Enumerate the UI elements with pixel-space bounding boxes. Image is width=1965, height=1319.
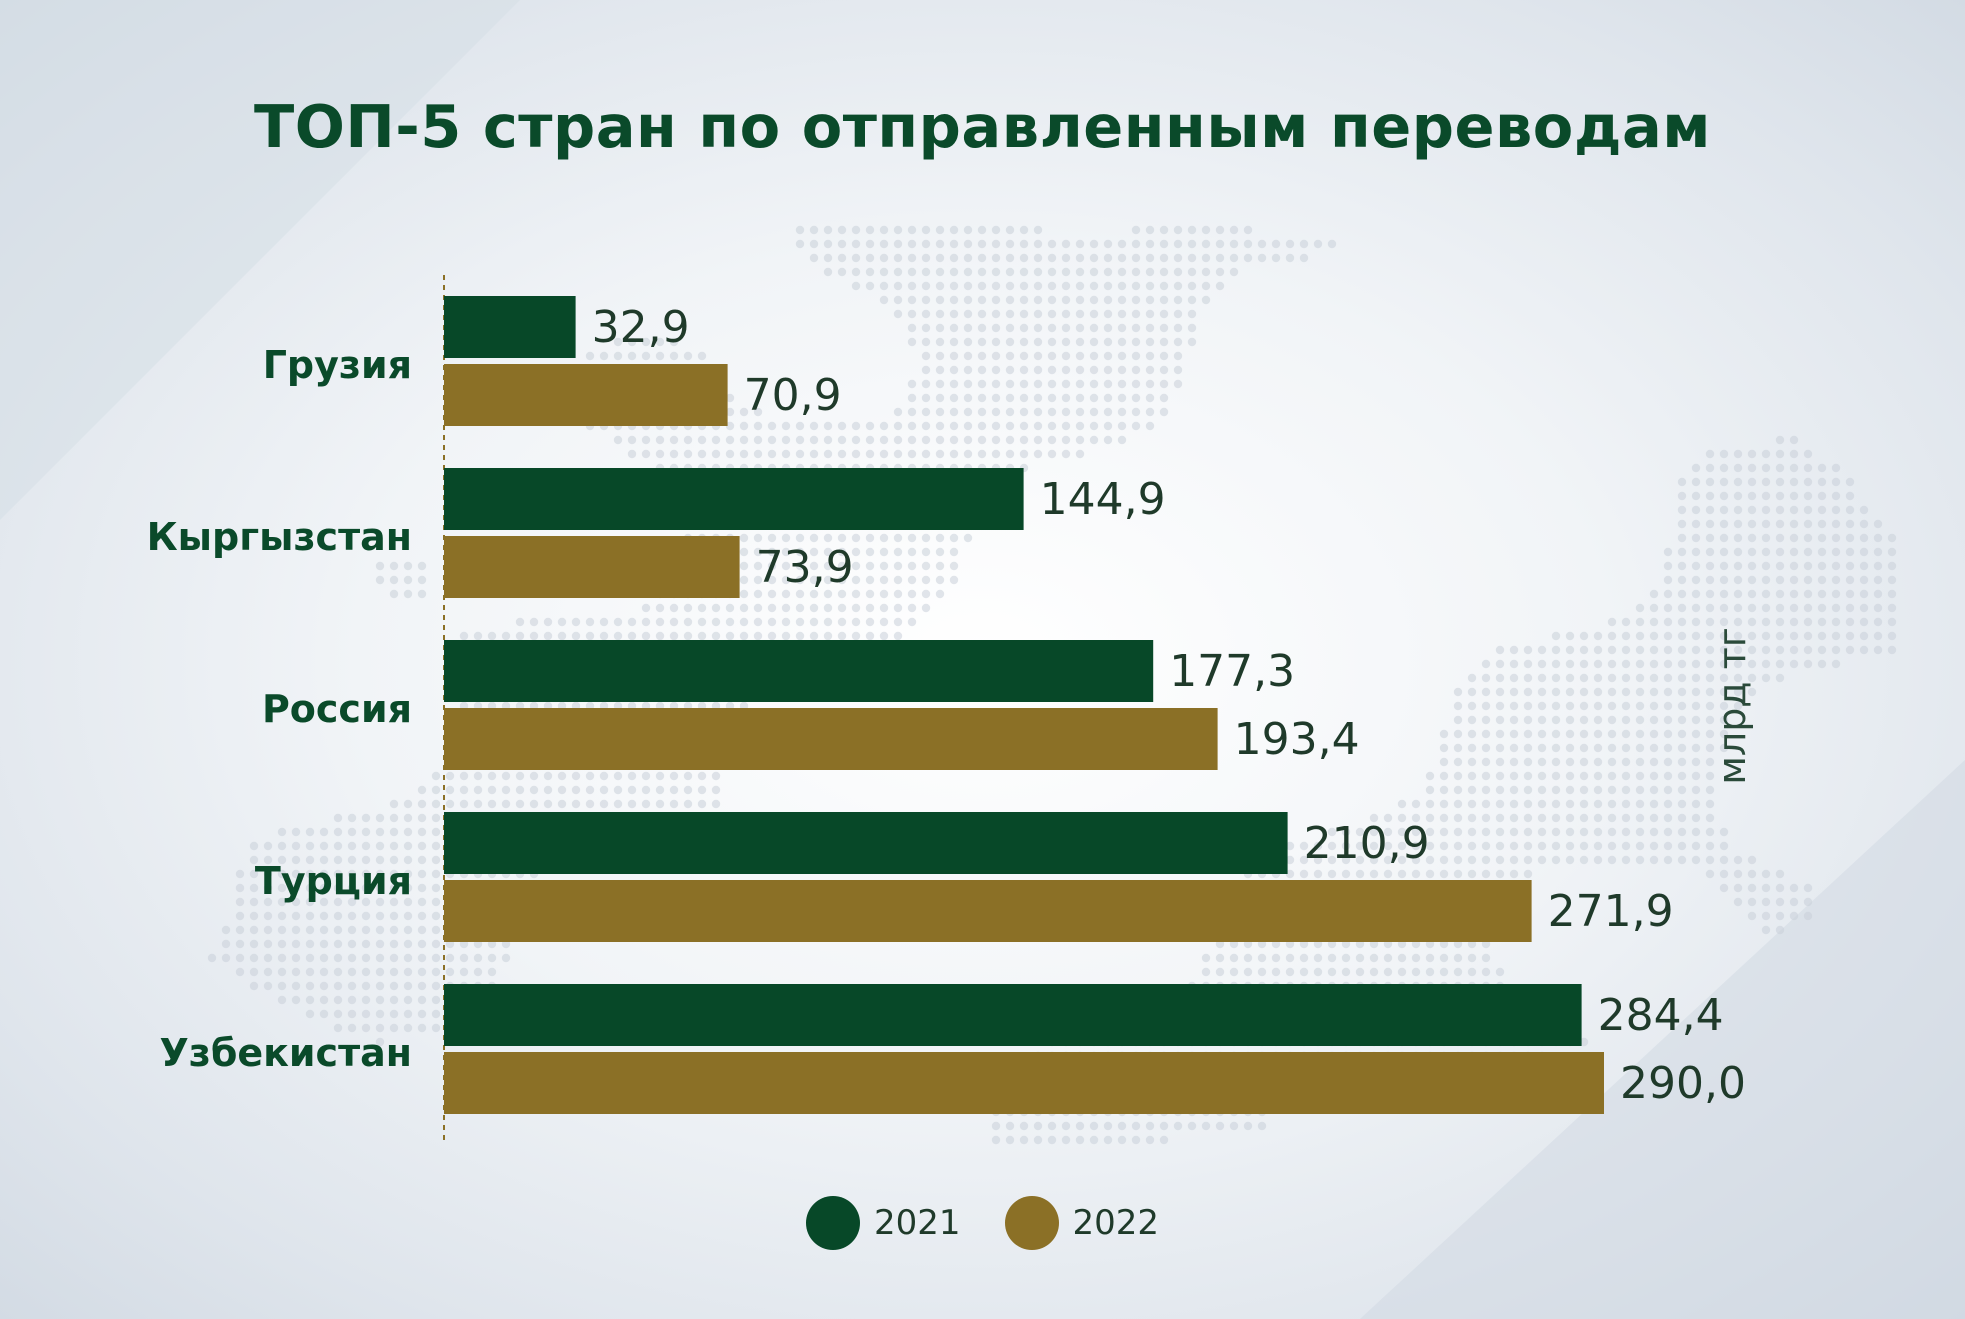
chart-title: ТОП-5 стран по отправленным переводам	[253, 92, 1712, 161]
legend-swatch-2022	[1004, 1196, 1059, 1250]
category-label: Кыргызстан	[147, 515, 412, 559]
bar-2022	[444, 364, 728, 426]
legend-item-2021: 2021	[805, 1196, 961, 1250]
category-label: Узбекистан	[159, 1031, 412, 1075]
chart-legend: 2021 2022	[0, 1196, 1965, 1250]
value-label-2022: 73,9	[756, 542, 854, 593]
value-label-2021: 210,9	[1304, 818, 1430, 869]
bar-2021	[444, 640, 1154, 702]
value-label-2022: 70,9	[744, 370, 842, 421]
bar-2022	[444, 536, 740, 598]
value-label-2021: 284,4	[1598, 990, 1724, 1041]
value-label-2021: 32,9	[592, 302, 690, 353]
unit-label: млрд тг	[1710, 627, 1754, 785]
category-label: Турция	[255, 859, 412, 903]
value-label-2021: 177,3	[1169, 646, 1295, 697]
value-label-2022: 271,9	[1548, 886, 1674, 937]
category-label: Россия	[262, 687, 412, 731]
legend-item-2022: 2022	[1004, 1196, 1160, 1250]
legend-label-2022: 2022	[1072, 1203, 1160, 1243]
category-label: Грузия	[263, 343, 412, 387]
value-label-2022: 290,0	[1620, 1058, 1746, 1109]
bar-2022	[444, 1052, 1604, 1114]
bar-2022	[444, 708, 1218, 770]
legend-swatch-2021	[805, 1196, 860, 1250]
legend-label-2021: 2021	[873, 1203, 961, 1243]
value-label-2021: 144,9	[1040, 474, 1166, 525]
bar-2021	[444, 812, 1288, 874]
bar-2021	[444, 296, 576, 358]
bar-2022	[444, 880, 1532, 942]
value-label-2022: 193,4	[1234, 714, 1360, 765]
bar-2021	[444, 468, 1024, 530]
bar-2021	[444, 984, 1582, 1046]
bars-layer: Грузия 32,9 70,9 Кыргызстан 144,9 73,9 Россия 1…	[147, 296, 1746, 1114]
